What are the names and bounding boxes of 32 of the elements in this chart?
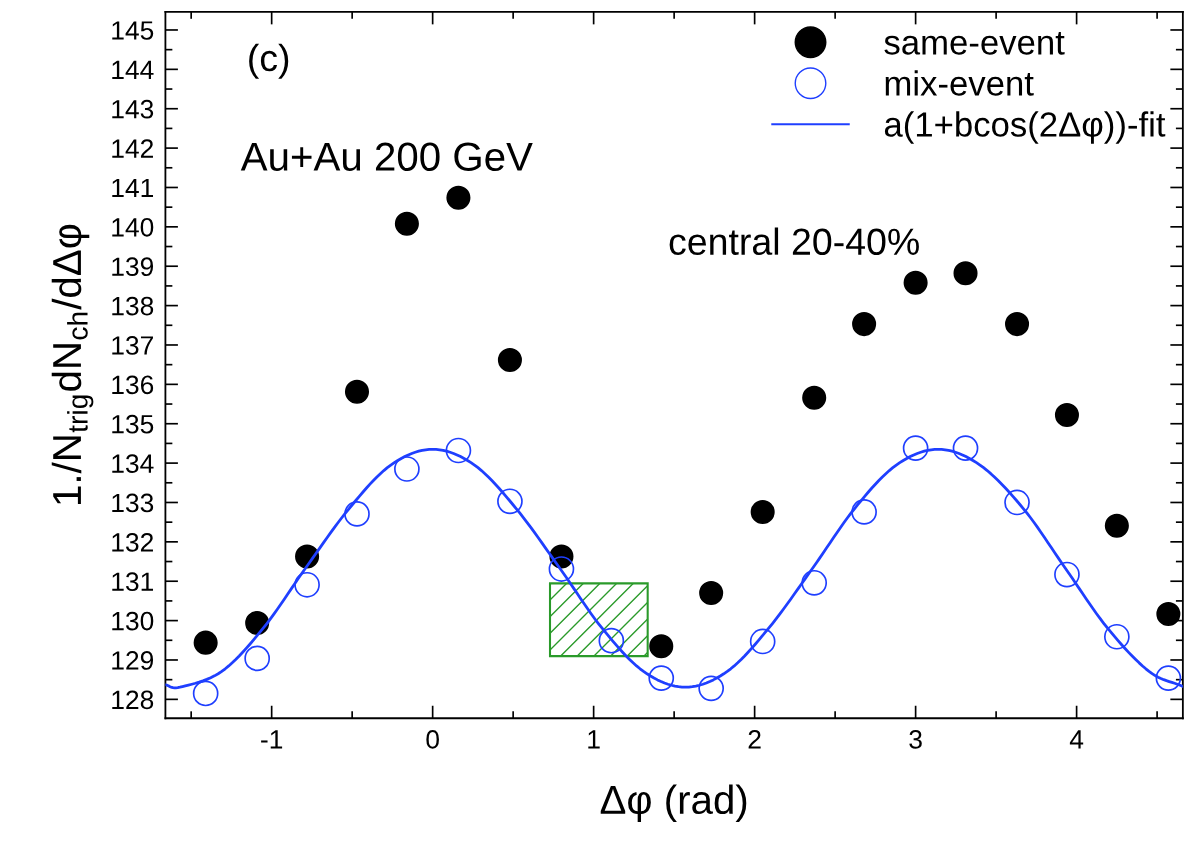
x-tick-label: 1 xyxy=(588,730,600,749)
y-tick-label: 141 xyxy=(112,178,154,198)
y-tick-label: 139 xyxy=(112,257,154,277)
legend-label: mix-event xyxy=(885,70,1034,96)
annotation: (c) xyxy=(249,43,289,79)
y-tick-label: 133 xyxy=(112,493,154,513)
y-tick-label: 134 xyxy=(112,454,154,473)
y-tick-label: 145 xyxy=(112,21,154,40)
y-axis-title: 1./N$_{trig}$dN$_{ch}$/dΔφ xyxy=(51,224,94,504)
y-tick-label: 144 xyxy=(112,60,154,79)
x-tick-label: -1 xyxy=(261,730,283,749)
y-tick-label: 140 xyxy=(112,217,154,237)
y-tick-label: 136 xyxy=(112,375,154,395)
y-tick-label: 129 xyxy=(112,651,154,670)
annotation: central 20-40% xyxy=(669,227,919,256)
x-tick-label: 2 xyxy=(748,730,761,749)
legend-label: same-event xyxy=(884,31,1065,55)
y-tick-label: 137 xyxy=(112,336,153,355)
y-tick-label: 132 xyxy=(112,532,153,552)
y-tick-label: 128 xyxy=(112,690,154,710)
y-tick-label: 143 xyxy=(112,99,154,119)
y-tick-label: 138 xyxy=(112,296,154,316)
y-tick-label: 131 xyxy=(112,572,154,592)
x-tick-label: 0 xyxy=(426,730,439,749)
y-tick-label: 135 xyxy=(112,414,154,434)
y-tick-label: 130 xyxy=(112,611,154,631)
x-tick-label: 4 xyxy=(1069,730,1084,749)
x-axis-title: Δφ (rad) xyxy=(600,784,747,823)
y-tick-label: 142 xyxy=(112,139,153,158)
x-tick-label: 3 xyxy=(909,730,922,749)
legend-label: a(1+bcos(2Δφ))-fit xyxy=(884,111,1166,144)
annotation: Au+Au 200 GeV xyxy=(240,142,533,172)
